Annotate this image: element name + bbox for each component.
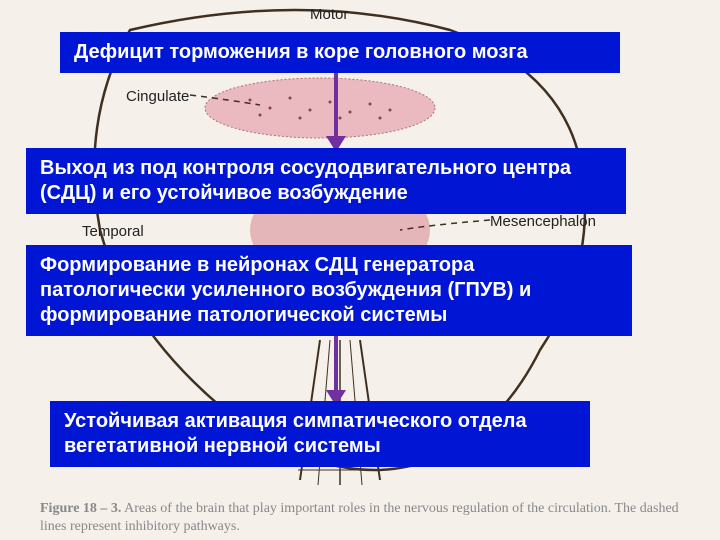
concept-box-2: Выход из под контроля сосудодвигательног… (26, 148, 626, 214)
label-mesencephalon: Mesencephalon (490, 213, 596, 230)
label-cingulate: Cingulate (126, 88, 189, 105)
flow-arrow-2 (326, 328, 346, 408)
figure-caption-label: Figure 18 – 3. (40, 501, 121, 516)
concept-box-4: Устойчивая активация симпатического отде… (50, 401, 590, 467)
concept-box-1: Дефицит торможения в коре головного мозг… (60, 32, 620, 73)
label-temporal: Temporal (82, 223, 144, 240)
label-motor: Motor (310, 6, 348, 23)
concept-box-3: Формирование в нейронах СДЦ генератора п… (26, 245, 632, 336)
figure-caption-text: Areas of the brain that play important r… (40, 501, 679, 534)
flow-arrow-1 (326, 70, 346, 154)
figure-caption: Figure 18 – 3. Areas of the brain that p… (40, 500, 700, 536)
